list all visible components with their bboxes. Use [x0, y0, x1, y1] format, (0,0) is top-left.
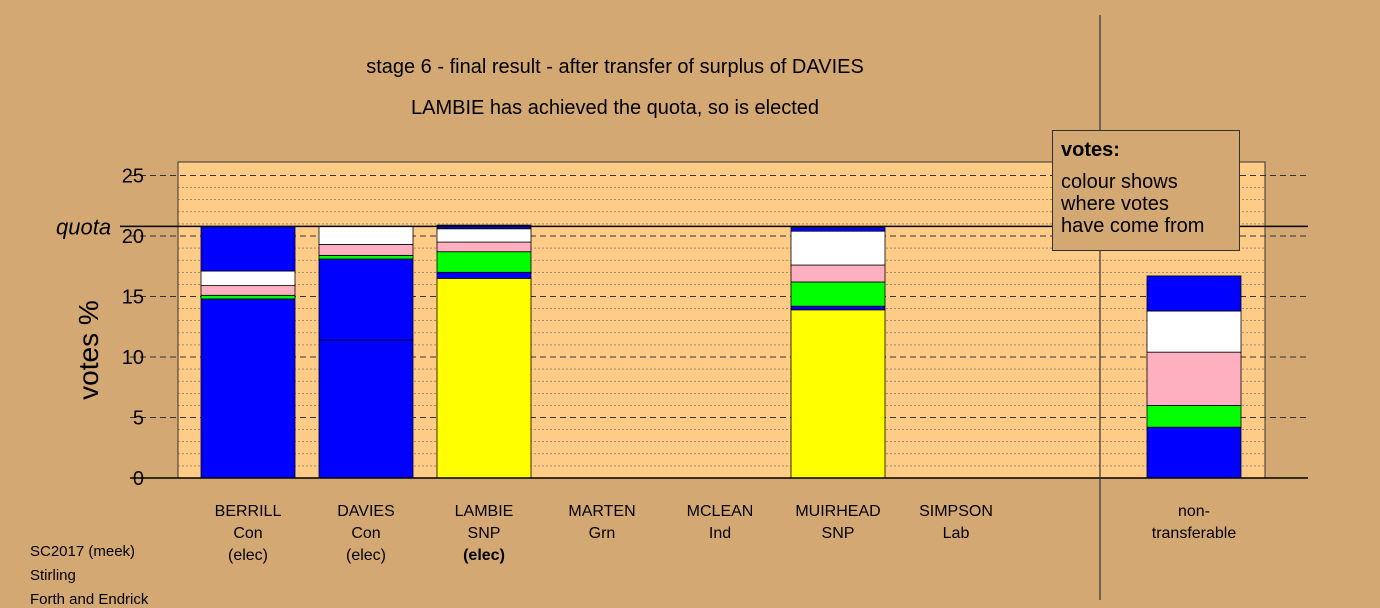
- legend-line: have come from: [1061, 215, 1205, 237]
- bar-segment: [790, 281, 886, 307]
- bar-segment: [318, 225, 414, 245]
- x-tick-label: (elec): [463, 547, 505, 564]
- bar-segment: [790, 264, 886, 283]
- axes: quota 0 5 10 15 20 25 BERRILL Con (elec) DAVIES Con…: [56, 15, 1308, 600]
- x-tick-label: (elec): [228, 547, 268, 564]
- bar-segment: [200, 285, 296, 296]
- bar-segment: [790, 309, 886, 479]
- bar-segment: [318, 258, 414, 341]
- bar-segment: [790, 305, 886, 311]
- y-tick-label: 10: [122, 347, 144, 369]
- y-tick-label: 5: [133, 408, 144, 430]
- x-tick-label: non-: [1178, 503, 1210, 520]
- y-axis-label: votes %: [73, 300, 104, 400]
- x-tick-label: MUIRHEAD: [795, 503, 880, 520]
- bar-segment: [318, 339, 414, 479]
- chart-title: stage 6 - final result - after transfer …: [366, 56, 864, 78]
- legend-line: where votes: [1061, 193, 1169, 215]
- x-tick-label: SIMPSON: [919, 503, 993, 520]
- chart-subtitle: LAMBIE has achieved the quota, so is ele…: [410, 97, 820, 119]
- bar-segment: [790, 227, 886, 232]
- bar-segment: [1146, 351, 1242, 406]
- footer-council: Stirling: [30, 567, 76, 584]
- bar-segment: [318, 244, 414, 256]
- bar-segment: [1146, 310, 1242, 353]
- bar-segment: [200, 225, 296, 272]
- bar-segment: [790, 230, 886, 266]
- x-tick-label: MARTEN: [568, 503, 635, 520]
- bar-segment: [436, 251, 532, 273]
- bar-segment: [200, 298, 296, 479]
- x-tick-label: Lab: [943, 525, 970, 542]
- x-tick-label: MCLEAN: [687, 503, 754, 520]
- bar-segment: [436, 241, 532, 253]
- legend-title: votes:: [1061, 139, 1120, 161]
- bar-segment: [200, 294, 296, 300]
- legend-line: colour shows: [1061, 171, 1178, 193]
- bar-segment: [436, 228, 532, 243]
- bar-segment: [436, 271, 532, 279]
- x-tick-label: Ind: [709, 525, 731, 542]
- quota-label: quota: [56, 214, 111, 239]
- x-tick-label: Grn: [589, 525, 616, 542]
- legend: votes: colour shows where votes have com…: [1052, 130, 1240, 251]
- bars: [200, 224, 1242, 479]
- x-tick-label: Con: [351, 525, 380, 542]
- bar-segment: [436, 277, 532, 479]
- x-tick-label: DAVIES: [337, 503, 395, 520]
- y-tick-label: 20: [122, 226, 144, 248]
- y-tick-label: 0: [133, 468, 144, 490]
- x-tick-label: Con: [233, 525, 262, 542]
- x-tick-label: SNP: [468, 525, 501, 542]
- y-tick-label: 25: [122, 166, 144, 188]
- x-tick-label: transferable: [1152, 525, 1237, 542]
- x-tick-label: (elec): [346, 547, 386, 564]
- x-tick-label: BERRILL: [215, 503, 282, 520]
- x-tick-label: SNP: [822, 525, 855, 542]
- y-tick-label: 15: [122, 287, 144, 309]
- bar-segment: [1146, 275, 1242, 312]
- footer-source: SC2017 (meek): [30, 543, 136, 560]
- bar-segment: [1146, 404, 1242, 428]
- bar-segment: [200, 270, 296, 287]
- bar-segment: [318, 254, 414, 260]
- x-tick-label: LAMBIE: [455, 503, 514, 520]
- bar-segment: [1146, 426, 1242, 479]
